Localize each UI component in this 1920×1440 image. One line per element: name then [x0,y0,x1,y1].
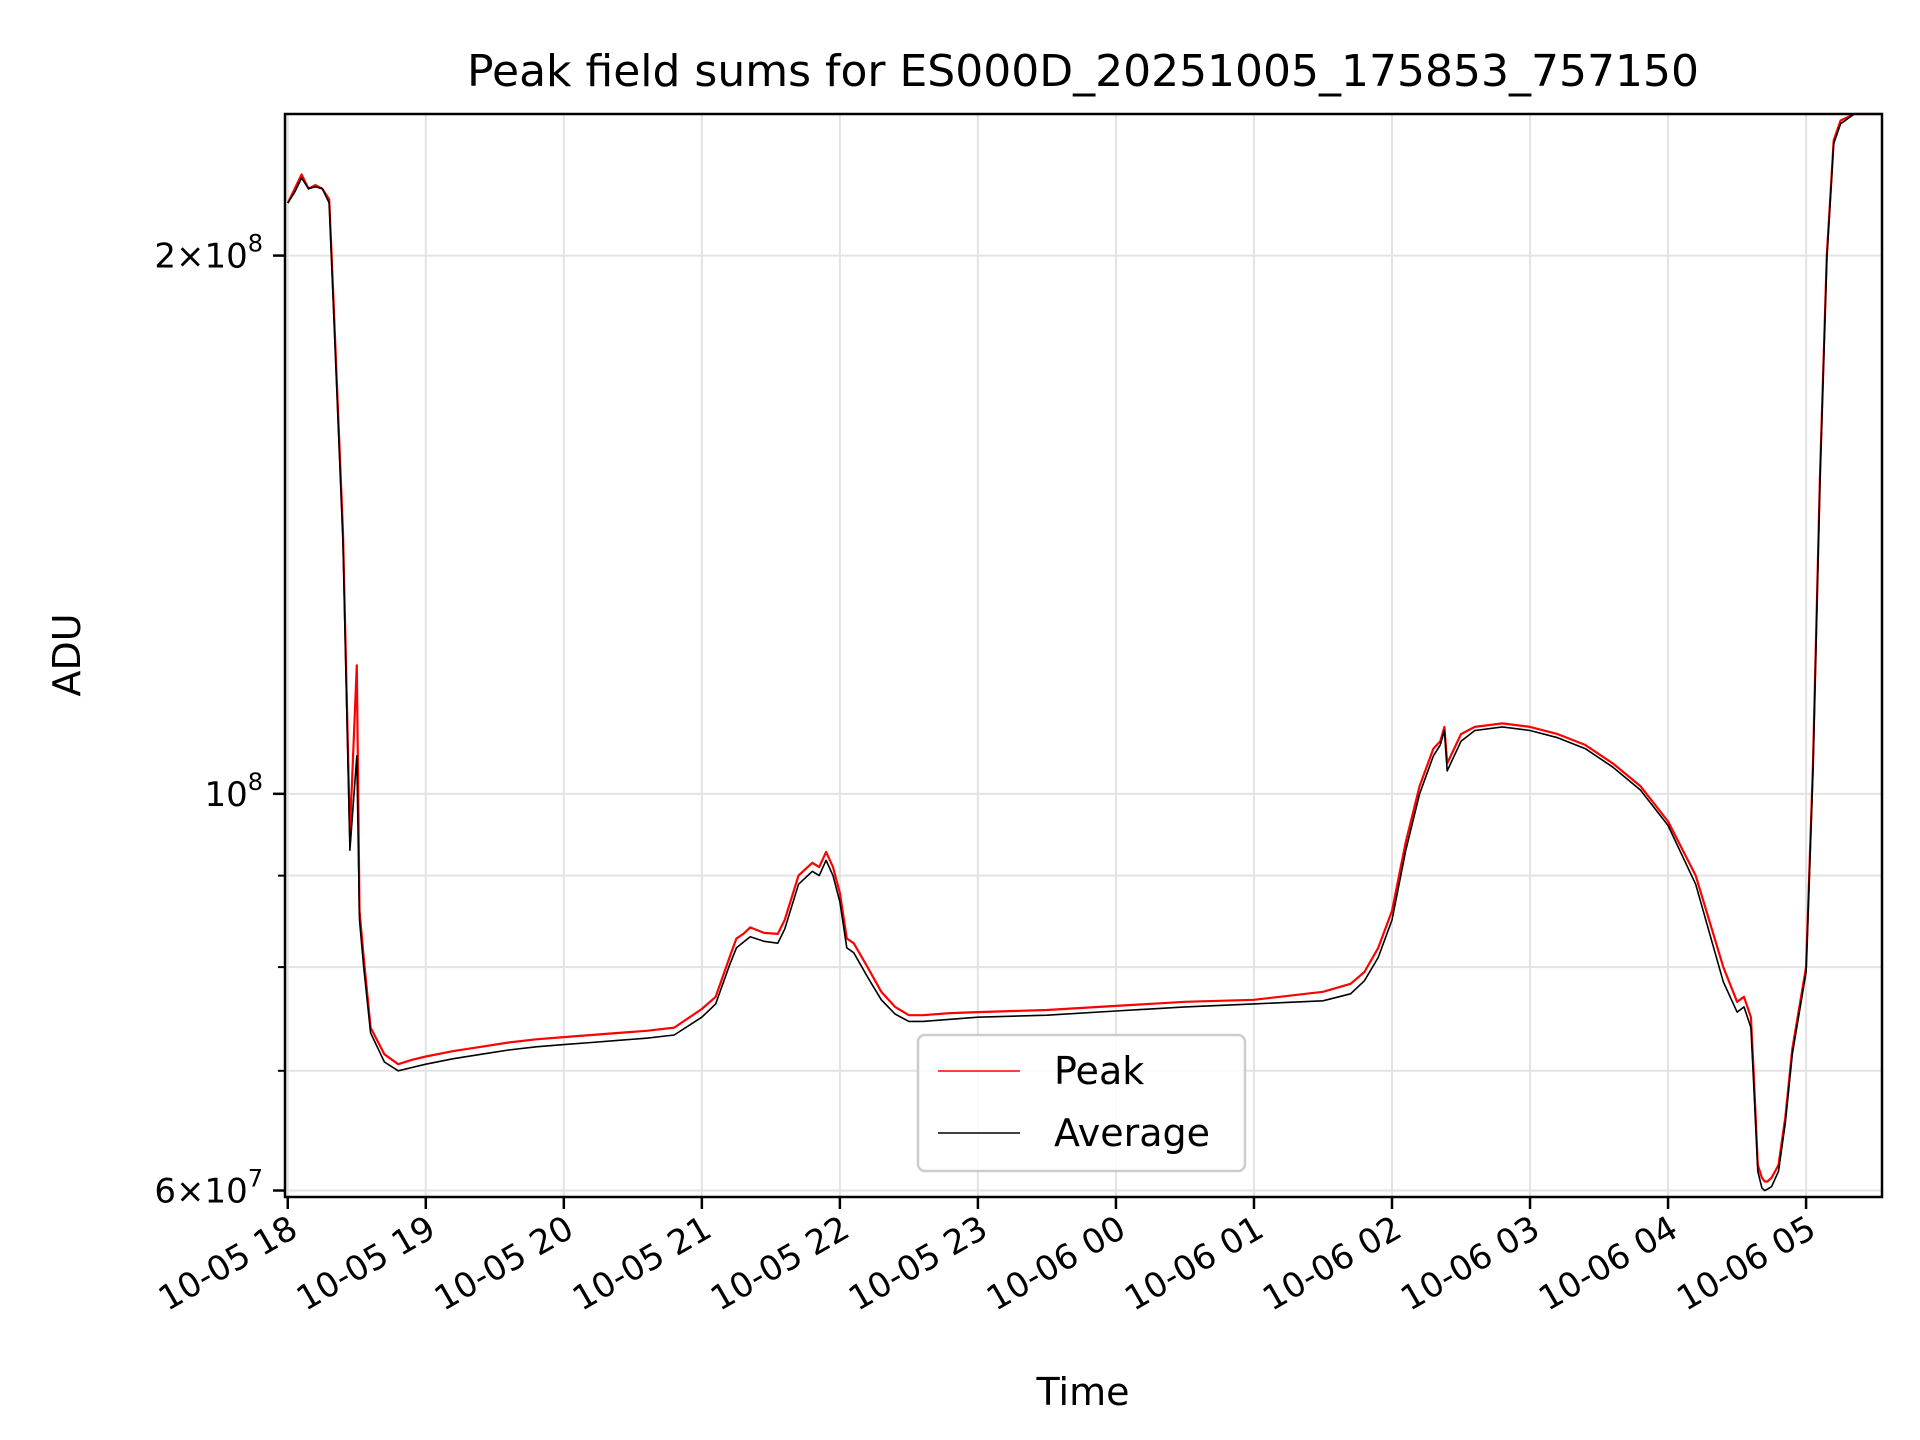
series-average-line [287,113,1882,1192]
x-tick-label: 10-05 19 [290,1208,442,1319]
x-tick-label: 10-06 04 [1532,1208,1684,1319]
chart-title: Peak field sums for ES000D_20251005_1758… [467,46,1699,97]
y-tick-label: 2×108 [154,230,263,277]
x-tick-label: 10-06 01 [1118,1208,1270,1319]
x-tick-label: 10-06 02 [1256,1208,1408,1319]
y-axis: 6×107 108 2×108 [154,230,285,1212]
legend-average-label: Average [1054,1111,1210,1155]
x-tick-label: 10-05 21 [566,1208,718,1319]
x-tick-label: 10-06 05 [1670,1208,1822,1319]
x-tick-label: 10-05 18 [152,1208,304,1319]
x-tick-label: 10-05 22 [704,1208,856,1319]
legend-box [916,1033,1247,1173]
x-tick-label: 10-05 20 [428,1208,580,1319]
legend: Peak Average [916,1033,1247,1173]
legend-peak-label: Peak [1054,1049,1144,1093]
plot-frame [283,112,1884,1199]
x-axis-label: Time [1036,1370,1130,1414]
series-layer [286,112,1882,1192]
x-tick-label: 10-06 00 [980,1208,1132,1319]
x-tick-label: 10-06 03 [1394,1208,1546,1319]
y-tick-label: 108 [204,768,263,815]
y-tick-label: 6×107 [154,1165,263,1212]
series-peak-line [286,112,1882,1183]
y-axis-label: ADU [45,613,89,696]
x-tick-label: 10-05 23 [842,1208,994,1319]
